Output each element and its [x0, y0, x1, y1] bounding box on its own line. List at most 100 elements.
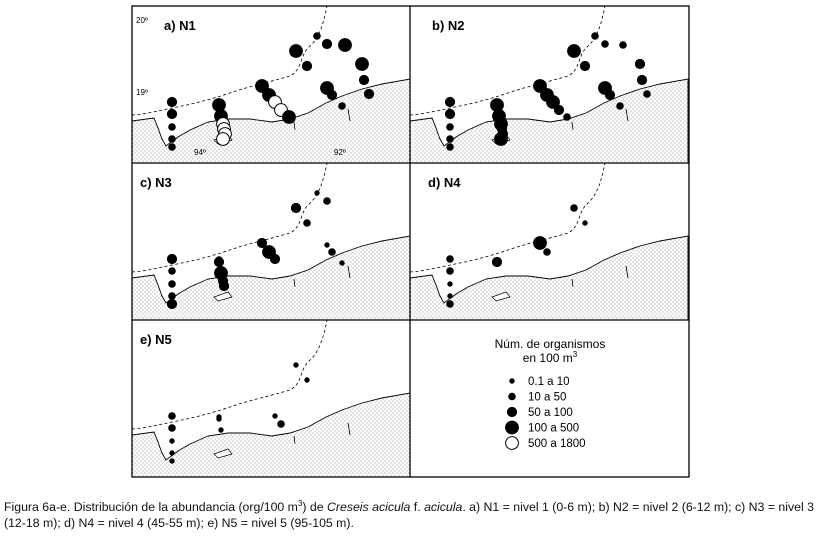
- station-marker: [301, 60, 313, 72]
- station-marker: [447, 281, 453, 287]
- station-marker: [358, 74, 370, 86]
- station-marker: [166, 96, 178, 108]
- legend-label: 100 a 500: [528, 423, 579, 435]
- station-marker: [256, 237, 268, 249]
- station-markers: [166, 32, 375, 151]
- land-area: [131, 392, 411, 478]
- legend-symbol: [506, 406, 518, 418]
- station-marker: [604, 89, 616, 101]
- station-marker: [601, 40, 609, 48]
- station-marker: [491, 256, 503, 268]
- land-area: [131, 78, 411, 164]
- panel-grid: [131, 5, 690, 478]
- station-markers: [444, 32, 651, 151]
- legend-symbol: [505, 420, 519, 435]
- panel-d-map: d) N4: [409, 162, 689, 321]
- panel-a-map: a) N1 20º 19º 94º 92º: [131, 5, 411, 164]
- station-marker: [290, 202, 302, 214]
- station-marker: [570, 204, 578, 212]
- isobath-line: [131, 162, 328, 273]
- river-line: [293, 435, 296, 445]
- river-line: [293, 278, 296, 288]
- river-line: [347, 422, 351, 436]
- station-marker: [494, 132, 508, 146]
- station-marker: [328, 248, 336, 256]
- station-marker: [643, 90, 651, 98]
- land-area: [409, 78, 689, 164]
- station-marker: [446, 300, 454, 308]
- lagoon-outline: [213, 291, 233, 302]
- station-marker: [168, 267, 176, 275]
- station-marker: [446, 135, 454, 143]
- station-marker: [168, 280, 176, 288]
- station-marker: [553, 104, 565, 116]
- river-line: [347, 265, 351, 279]
- station-marker: [304, 377, 310, 383]
- station-marker: [616, 102, 624, 110]
- station-markers: [166, 190, 345, 310]
- land-area: [409, 235, 689, 321]
- panel-label: b) N2: [432, 18, 465, 33]
- station-marker: [216, 416, 222, 422]
- panel-b-map: b) N2: [409, 5, 689, 164]
- station-marker: [338, 38, 352, 52]
- lagoon-outline: [491, 291, 511, 302]
- station-markers: [446, 204, 588, 308]
- panel-e-map: e) N5: [131, 319, 411, 478]
- panel-c-map: c) N3: [131, 162, 411, 321]
- station-marker: [533, 236, 547, 250]
- legend-label: 0.1 a 10: [528, 376, 570, 388]
- station-marker: [446, 143, 454, 151]
- legend-title-units: en 100 m3: [523, 350, 578, 365]
- river-line: [571, 278, 574, 288]
- station-marker: [446, 123, 454, 131]
- station-marker: [533, 79, 547, 93]
- station-marker: [314, 190, 320, 196]
- station-marker: [579, 60, 591, 72]
- station-marker: [546, 95, 560, 109]
- station-marker: [168, 424, 176, 432]
- station-marker: [216, 132, 230, 146]
- lat-19-label: 19º: [136, 88, 148, 97]
- station-marker: [634, 58, 646, 70]
- lagoon-outline: [213, 448, 233, 459]
- station-marker: [218, 280, 230, 292]
- station-marker: [446, 267, 454, 275]
- station-marker: [619, 41, 627, 49]
- legend-title: Núm. de organismos: [495, 337, 606, 351]
- river-line: [625, 108, 629, 122]
- station-marker: [444, 108, 456, 120]
- river-line: [625, 265, 629, 279]
- isobath-line: [131, 319, 328, 430]
- station-marker: [169, 438, 175, 444]
- station-marker: [168, 412, 176, 420]
- station-marker: [444, 96, 456, 108]
- station-marker: [338, 102, 346, 110]
- station-marker: [277, 420, 285, 428]
- station-marker: [269, 253, 281, 265]
- legend-symbol: [505, 436, 519, 450]
- legend-label: 50 a 100: [528, 407, 573, 419]
- station-marker: [543, 248, 551, 256]
- isobath-line: [409, 162, 606, 273]
- station-marker: [591, 32, 599, 40]
- station-marker: [355, 57, 369, 71]
- map-base: [131, 319, 411, 478]
- station-marker: [272, 413, 278, 419]
- legend: Núm. de organismos en 100 m3 0.1 a 10 10 …: [495, 337, 606, 450]
- lon-92-label: 92º: [334, 148, 346, 157]
- station-marker: [339, 260, 345, 266]
- panel-label: a) N1: [164, 18, 196, 33]
- map-base: [131, 162, 411, 321]
- station-marker: [563, 113, 571, 121]
- figure-caption: Figura 6a-e. Distribución de la abundanc…: [4, 499, 814, 531]
- station-marker: [289, 44, 303, 58]
- station-markers: [168, 362, 310, 464]
- station-marker: [168, 123, 176, 131]
- map-base: [409, 162, 689, 321]
- lon-94-label: 94º: [194, 148, 206, 157]
- river-line: [293, 121, 296, 131]
- station-marker: [168, 292, 176, 300]
- station-marker: [255, 79, 269, 93]
- legend-items: 0.1 a 10 10 a 50 50 a 100 100 a 500 500 a 18…: [505, 376, 586, 450]
